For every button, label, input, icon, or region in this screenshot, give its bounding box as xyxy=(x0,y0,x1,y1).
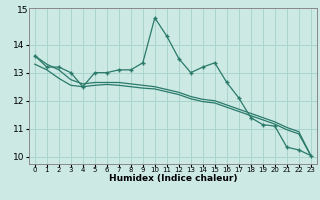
Text: 15: 15 xyxy=(17,6,29,15)
X-axis label: Humidex (Indice chaleur): Humidex (Indice chaleur) xyxy=(108,174,237,183)
